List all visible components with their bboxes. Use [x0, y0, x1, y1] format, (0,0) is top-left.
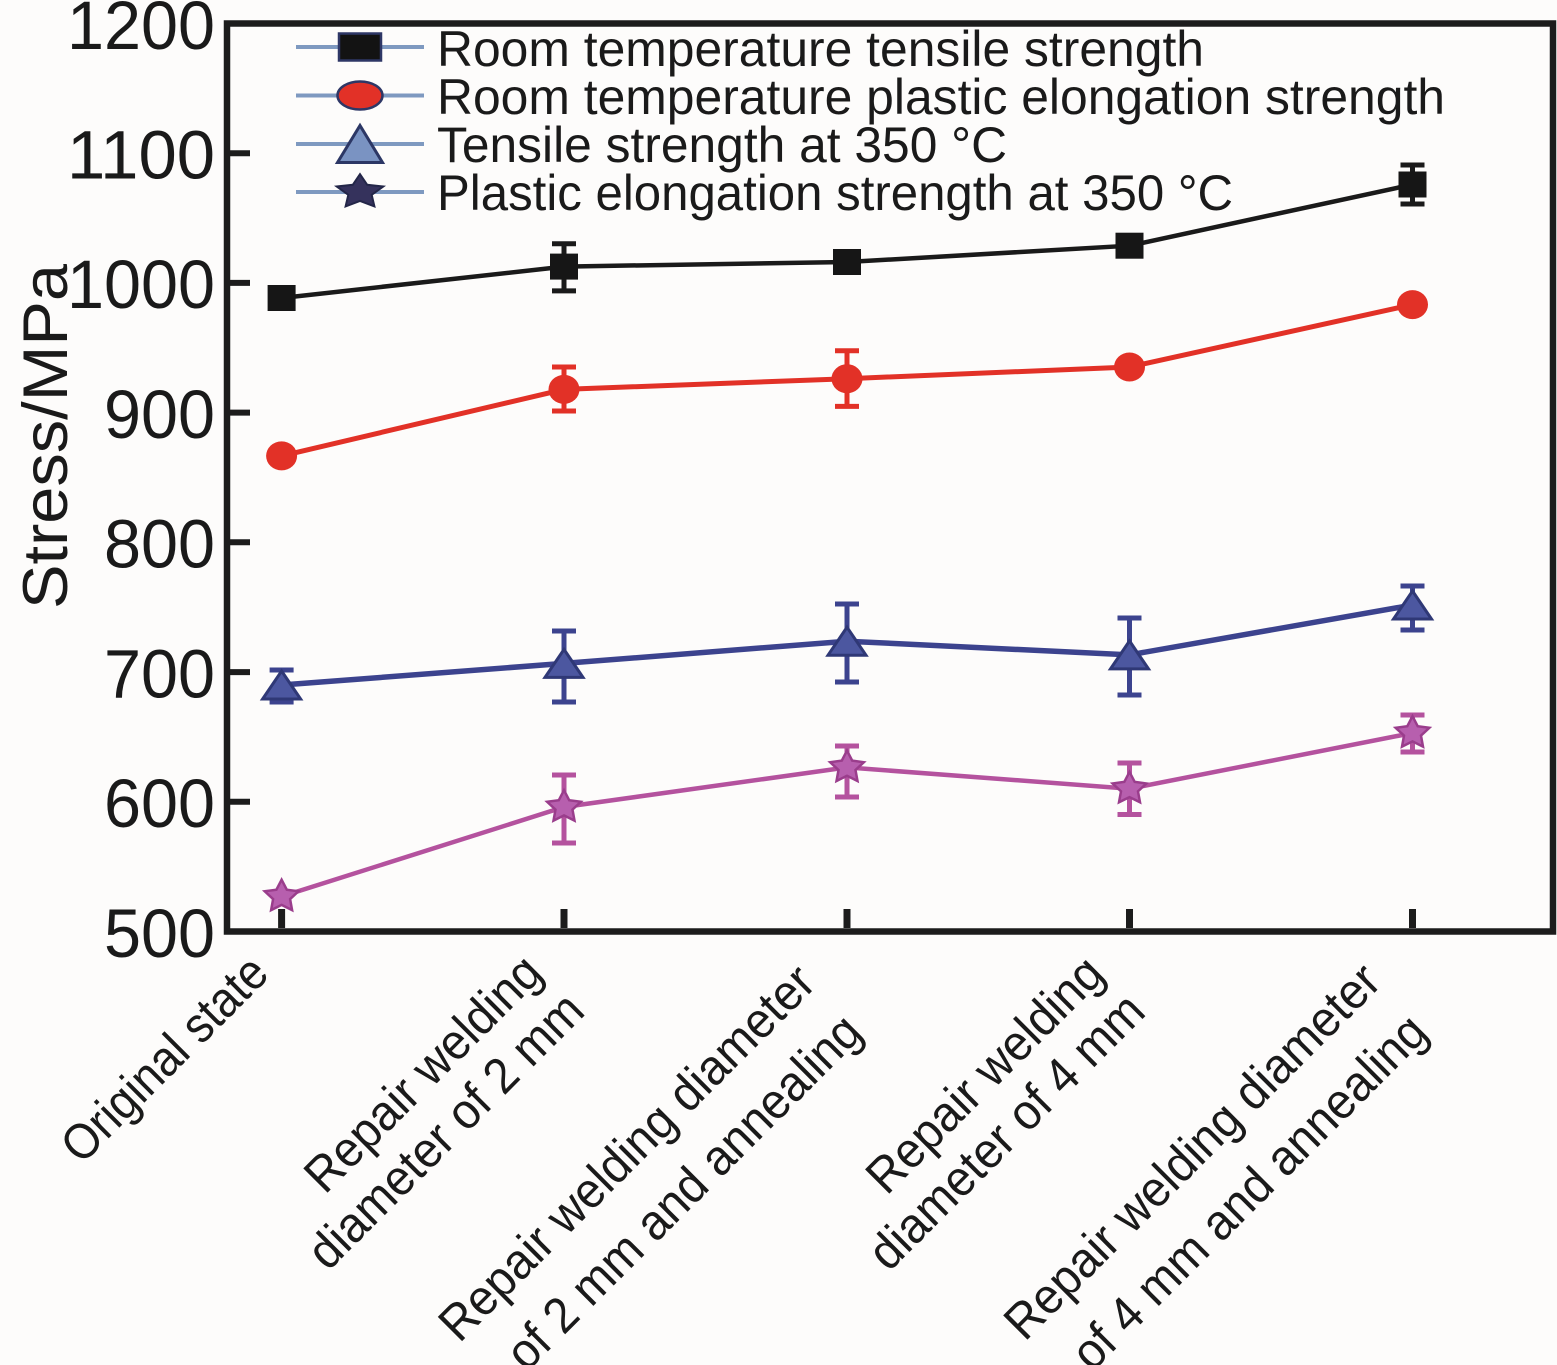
svg-text:500: 500 — [104, 895, 215, 972]
svg-text:Plastic elongation strength at: Plastic elongation strength at 350 °C — [437, 165, 1233, 221]
svg-text:1200: 1200 — [67, 0, 215, 64]
svg-text:Room temperature tensile stren: Room temperature tensile strength — [437, 21, 1204, 77]
svg-text:Stress/MPa: Stress/MPa — [11, 263, 81, 609]
svg-text:Tensile strength at 350 °C: Tensile strength at 350 °C — [437, 117, 1007, 173]
svg-text:600: 600 — [104, 765, 215, 842]
svg-text:1000: 1000 — [67, 246, 215, 323]
svg-text:900: 900 — [104, 376, 215, 453]
svg-text:800: 800 — [104, 506, 215, 583]
svg-text:700: 700 — [104, 635, 215, 712]
svg-text:Room temperature plastic elong: Room temperature plastic elongation stre… — [437, 69, 1445, 125]
svg-text:1100: 1100 — [67, 117, 215, 194]
